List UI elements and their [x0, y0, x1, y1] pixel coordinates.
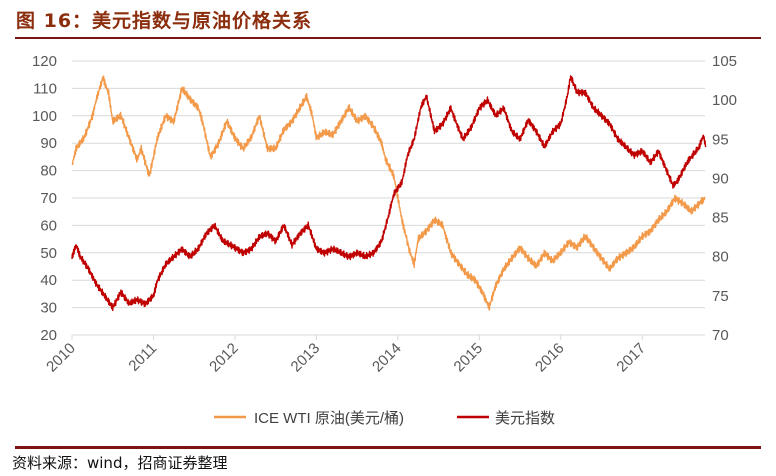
right-tick-label: 75 — [712, 288, 729, 305]
x-tick-label: 2017 — [613, 340, 649, 376]
dollar-index-line — [71, 75, 707, 312]
figure-title: 图 16：美元指数与原油价格关系 — [16, 10, 313, 32]
x-tick-label: 2011 — [125, 340, 160, 375]
left-tick-label: 20 — [40, 327, 57, 344]
oil-price-line — [71, 75, 706, 311]
left-axis-ticks: 20 30 40 50 60 70 80 90 100 110 120 — [32, 53, 57, 344]
left-tick-label: 80 — [40, 163, 57, 180]
x-tick-label: 2015 — [451, 340, 487, 376]
left-tick-label: 50 — [40, 245, 57, 262]
series-group — [71, 75, 707, 312]
x-tick-label: 2013 — [288, 340, 324, 376]
right-tick-label: 85 — [712, 210, 729, 227]
x-tick-label: 2014 — [369, 340, 405, 376]
gridlines — [72, 60, 705, 336]
left-tick-label: 120 — [32, 53, 57, 70]
legend: ICE WTI 原油(美元/桶) 美元指数 — [214, 410, 555, 427]
right-tick-label: 95 — [712, 131, 729, 148]
left-tick-label: 90 — [40, 135, 57, 152]
left-tick-label: 30 — [40, 300, 57, 317]
left-tick-label: 110 — [33, 80, 57, 97]
left-tick-label: 70 — [40, 190, 57, 207]
source-note: 资料来源：wind，招商证券整理 — [12, 454, 228, 472]
legend-oil-label: ICE WTI 原油(美元/桶) — [254, 410, 404, 427]
left-tick-label: 40 — [40, 272, 57, 289]
x-tick-label: 2010 — [43, 340, 79, 376]
right-tick-label: 70 — [712, 327, 729, 344]
left-tick-label: 60 — [40, 217, 57, 234]
title-rule — [15, 37, 761, 39]
x-axis-ticks: 2010 2011 2012 2013 2014 2015 2016 2017 — [43, 335, 649, 375]
right-tick-label: 90 — [712, 170, 729, 187]
right-axis-ticks: 70 75 80 85 90 95 100 105 — [712, 53, 737, 344]
legend-dollar-label: 美元指数 — [495, 410, 555, 427]
source-rule — [15, 446, 761, 449]
right-tick-label: 105 — [712, 53, 737, 70]
right-tick-label: 80 — [712, 249, 729, 266]
x-tick-label: 2012 — [206, 340, 242, 376]
right-tick-label: 100 — [712, 92, 737, 109]
left-tick-label: 100 — [32, 108, 57, 125]
x-tick-label: 2016 — [532, 340, 568, 376]
